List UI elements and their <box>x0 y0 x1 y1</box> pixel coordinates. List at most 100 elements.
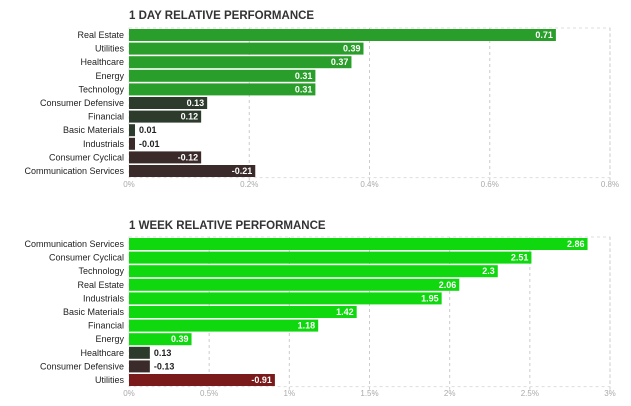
x-tick-label: 0% <box>123 389 135 398</box>
value-label: 0.12 <box>181 112 199 122</box>
bar <box>129 238 588 250</box>
category-label: Technology <box>78 84 124 94</box>
value-label: 2.3 <box>482 266 495 276</box>
value-label: -0.12 <box>178 152 199 162</box>
category-label: Real Estate <box>77 280 124 290</box>
x-tick-label: 2% <box>444 389 456 398</box>
bar <box>129 374 275 386</box>
bar-row: Consumer Cyclical 2.51 <box>49 251 532 264</box>
bar <box>129 29 556 41</box>
category-label: Utilities <box>95 44 125 54</box>
bar <box>129 42 364 55</box>
bar-row: Healthcare 0.37 <box>80 56 352 69</box>
bar-row: Financial 1.18 <box>88 319 319 332</box>
value-label: -0.91 <box>251 375 272 385</box>
bar-row: Real Estate 2.06 <box>77 278 460 291</box>
bar-row: Basic Materials 1.42 <box>63 306 357 318</box>
chart-title: 1 DAY RELATIVE PERFORMANCE <box>129 10 314 22</box>
bar <box>129 97 208 109</box>
x-tick-label: 0% <box>123 180 135 189</box>
value-label: 0.13 <box>154 348 172 358</box>
value-label: 0.39 <box>171 334 189 344</box>
chart-panel-2: 1 WEEK RELATIVE PERFORMANCE 0% 0.5% 1% 1.5% 2… <box>24 220 615 398</box>
bar <box>129 360 150 373</box>
bar <box>129 333 192 346</box>
x-tick-label: 0.2% <box>240 180 258 189</box>
value-label: 2.51 <box>511 253 529 263</box>
value-label: 2.86 <box>567 239 585 249</box>
bar-row: Financial 0.12 <box>88 110 202 123</box>
bar-row: Consumer Defensive -0.13 <box>40 360 175 373</box>
chart-title: 1 WEEK RELATIVE PERFORMANCE <box>129 220 326 232</box>
x-tick-label: 2.5% <box>521 389 539 398</box>
x-tick-label: 0.5% <box>200 389 218 398</box>
bar-row: Technology 2.3 <box>78 265 498 278</box>
bar-row: Consumer Defensive 0.13 <box>40 97 208 109</box>
bar <box>129 56 352 69</box>
bar-row: Healthcare 0.13 <box>80 346 172 359</box>
bar-row: Utilities 0.39 <box>95 42 364 55</box>
bar-row: Communication Services -0.21 <box>24 165 256 177</box>
x-tick-label: 0.4% <box>360 180 378 189</box>
bar-row: Real Estate 0.71 <box>77 29 556 41</box>
category-label: Utilities <box>95 375 125 385</box>
bar-row: Industrials -0.01 <box>83 137 160 150</box>
category-label: Communication Services <box>24 239 124 249</box>
category-label: Consumer Defensive <box>40 361 124 371</box>
bar <box>129 110 202 123</box>
bar <box>129 292 442 305</box>
category-label: Real Estate <box>77 30 124 40</box>
category-label: Healthcare <box>80 348 124 358</box>
category-label: Technology <box>78 266 124 276</box>
category-label: Energy <box>95 71 124 81</box>
category-label: Consumer Cyclical <box>49 152 124 162</box>
value-label: -0.21 <box>232 166 253 176</box>
x-tick-label: 0.8% <box>601 180 619 189</box>
bar <box>129 278 460 291</box>
bar-row: Technology 0.31 <box>78 83 316 96</box>
bar-row: Consumer Cyclical -0.12 <box>49 151 202 164</box>
value-label: 0.13 <box>187 98 205 108</box>
value-label: 0.01 <box>139 125 157 135</box>
bar <box>129 165 256 177</box>
value-label: 0.31 <box>295 71 313 81</box>
value-label: -0.13 <box>154 361 175 371</box>
bar-row: Energy 0.31 <box>95 69 316 82</box>
value-label: 0.31 <box>295 84 313 94</box>
bar <box>129 151 202 164</box>
value-label: 1.42 <box>336 307 354 317</box>
bar <box>129 124 136 137</box>
category-label: Financial <box>88 321 124 331</box>
value-label: -0.01 <box>139 139 160 149</box>
bar <box>129 306 357 318</box>
bar-row: Communication Services 2.86 <box>24 238 588 250</box>
chart-panel-1: 1 DAY RELATIVE PERFORMANCE 0% 0.2% 0.4% 0.6%… <box>24 10 619 189</box>
category-label: Industrials <box>83 293 125 303</box>
category-label: Basic Materials <box>63 307 125 317</box>
category-label: Energy <box>95 334 124 344</box>
x-tick-label: 1% <box>284 389 296 398</box>
category-label: Financial <box>88 112 124 122</box>
x-tick-label: 1.5% <box>360 389 378 398</box>
category-label: Basic Materials <box>63 125 125 135</box>
bar-row: Energy 0.39 <box>95 333 192 346</box>
bar <box>129 251 532 264</box>
bar <box>129 319 319 332</box>
x-tick-label: 3% <box>604 389 616 398</box>
x-tick-label: 0.6% <box>481 180 499 189</box>
bar-row: Utilities -0.91 <box>95 374 275 386</box>
bar <box>129 265 498 278</box>
bar-row: Basic Materials 0.01 <box>63 124 157 137</box>
category-label: Consumer Defensive <box>40 98 124 108</box>
bar <box>129 83 316 96</box>
bar-row: Industrials 1.95 <box>83 292 442 305</box>
category-label: Consumer Cyclical <box>49 253 124 263</box>
category-label: Communication Services <box>24 166 124 176</box>
value-label: 0.71 <box>535 30 553 40</box>
value-label: 1.18 <box>298 321 316 331</box>
value-label: 1.95 <box>421 293 439 303</box>
value-label: 0.39 <box>343 44 361 54</box>
bar <box>129 346 150 359</box>
bar <box>129 69 316 82</box>
